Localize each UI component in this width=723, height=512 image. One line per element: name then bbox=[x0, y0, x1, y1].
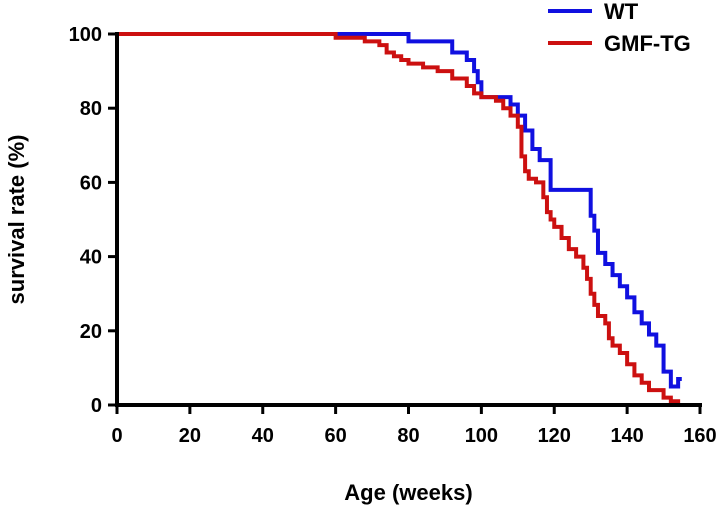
x-axis-title: Age (weeks) bbox=[344, 480, 472, 505]
y-tick-label: 20 bbox=[80, 321, 102, 343]
x-tick-label: 100 bbox=[465, 425, 498, 447]
x-tick-label: 140 bbox=[610, 425, 643, 447]
legend: WT GMF-TG bbox=[548, 0, 691, 56]
x-tick-label: 20 bbox=[179, 425, 201, 447]
legend-label-gmf-tg: GMF-TG bbox=[604, 31, 691, 56]
y-tick-label: 80 bbox=[80, 98, 102, 120]
axes-layer bbox=[115, 32, 702, 407]
ticks-layer: 0 20 40 60 80 100 0 20 40 60 80 100 120 140 160 bbox=[69, 24, 717, 447]
y-tick-label: 0 bbox=[91, 395, 102, 417]
x-tick-label: 160 bbox=[683, 425, 716, 447]
x-tick-label: 80 bbox=[397, 425, 419, 447]
x-tick-label: 0 bbox=[111, 425, 122, 447]
x-tick-label: 40 bbox=[252, 425, 274, 447]
series-line-gmf-tg bbox=[117, 32, 682, 407]
y-tick-label: 60 bbox=[80, 172, 102, 194]
x-tick-label: 120 bbox=[538, 425, 571, 447]
y-tick-label: 100 bbox=[69, 24, 102, 46]
legend-label-wt: WT bbox=[604, 0, 639, 24]
series-layer bbox=[117, 32, 682, 407]
y-axis-title: survival rate (%) bbox=[4, 135, 29, 305]
x-tick-label: 60 bbox=[325, 425, 347, 447]
series-line-wt bbox=[117, 32, 682, 389]
y-tick-label: 40 bbox=[80, 247, 102, 269]
